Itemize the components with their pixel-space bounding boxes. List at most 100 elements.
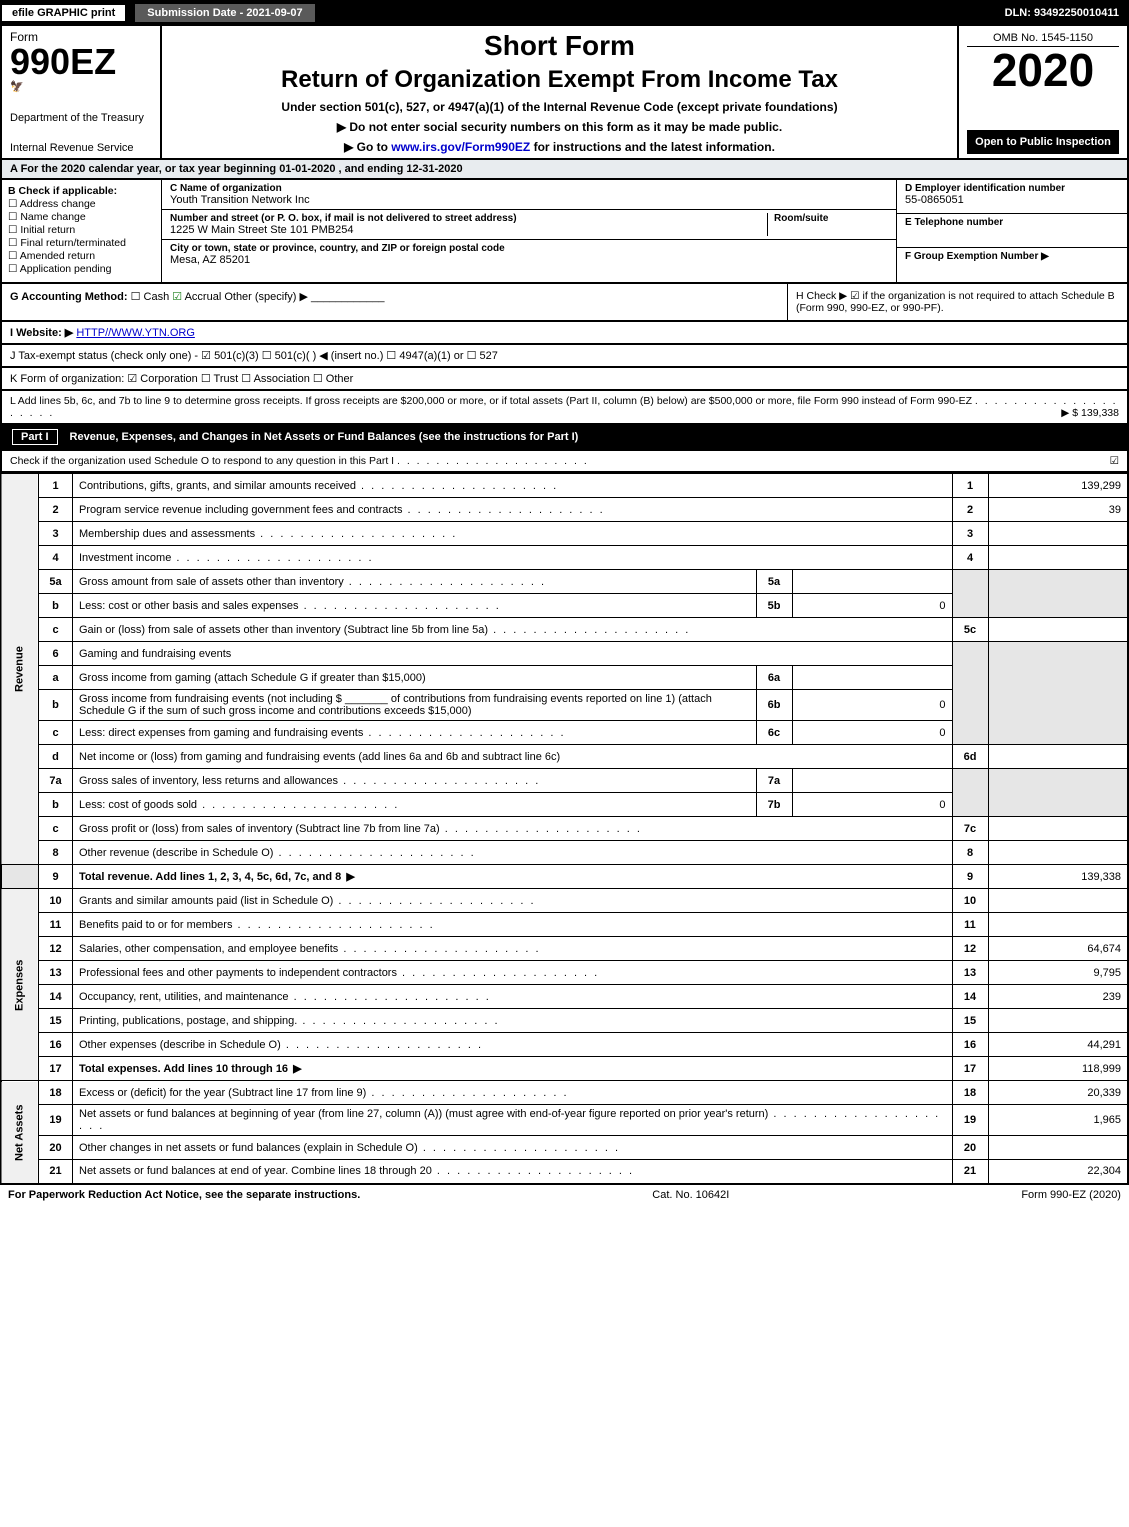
line-6d-desc: Net income or (loss) from gaming and fun…: [73, 745, 953, 769]
form-header: Form 990EZ 🦅 Department of the Treasury …: [0, 26, 1129, 160]
h-text-2: (Form 990, 990-EZ, or 990-PF).: [796, 302, 1119, 314]
table-row: Net Assets 18Excess or (deficit) for the…: [1, 1081, 1128, 1105]
org-name-label: C Name of organization: [170, 183, 888, 194]
city-label: City or town, state or province, country…: [170, 243, 888, 254]
box-b-checklist: B Check if applicable: Address change Na…: [2, 180, 162, 282]
tax-year: 2020: [967, 47, 1119, 93]
part-1-checkbox[interactable]: ☑: [1110, 455, 1119, 467]
dln-label: DLN: 93492250010411: [1005, 7, 1129, 19]
table-row: 6Gaming and fundraising events: [1, 642, 1128, 666]
part-1-check-text: Check if the organization used Schedule …: [10, 455, 394, 467]
check-initial-return[interactable]: Initial return: [8, 224, 155, 236]
line-8-desc: Other revenue (describe in Schedule O): [79, 847, 476, 859]
group-exemption-label: F Group Exemption Number ▶: [905, 251, 1119, 262]
line-13-value: 9,795: [988, 961, 1128, 985]
paperwork-notice: For Paperwork Reduction Act Notice, see …: [8, 1189, 360, 1201]
ein-row: D Employer identification number 55-0865…: [897, 180, 1127, 214]
submission-date-badge: Submission Date - 2021-09-07: [133, 2, 316, 24]
netassets-side-label: Net Assets: [1, 1081, 39, 1184]
table-row: 7aGross sales of inventory, less returns…: [1, 769, 1128, 793]
sub-6c: 6c: [756, 721, 792, 745]
line-7b-subval: 0: [792, 793, 952, 817]
table-row: 14Occupancy, rent, utilities, and mainte…: [1, 985, 1128, 1009]
goto-instructions: ▶ Go to www.irs.gov/Form990EZ for instru…: [170, 140, 949, 154]
line-9-value: 139,338: [988, 865, 1128, 889]
part-1-title: Revenue, Expenses, and Changes in Net As…: [70, 431, 579, 443]
table-row: 2Program service revenue including gover…: [1, 498, 1128, 522]
line-6c-desc: Less: direct expenses from gaming and fu…: [79, 727, 566, 739]
table-row: 8Other revenue (describe in Schedule O) …: [1, 841, 1128, 865]
line-12-desc: Salaries, other compensation, and employ…: [79, 943, 541, 955]
irs-label: Internal Revenue Service: [10, 142, 152, 154]
table-row: 15Printing, publications, postage, and s…: [1, 1009, 1128, 1033]
check-name-change[interactable]: Name change: [8, 211, 155, 223]
sub-5a: 5a: [756, 570, 792, 594]
street-label: Number and street (or P. O. box, if mail…: [170, 213, 761, 224]
part-1-tag: Part I: [12, 429, 58, 445]
line-5c-desc: Gain or (loss) from sale of assets other…: [79, 624, 690, 636]
line-6-desc: Gaming and fundraising events: [73, 642, 953, 666]
seal-icon: 🦅: [10, 80, 152, 93]
line-6b-desc1: Gross income from fundraising events (no…: [79, 693, 342, 705]
table-row: Expenses 10Grants and similar amounts pa…: [1, 889, 1128, 913]
website-link[interactable]: HTTP//WWW.YTN.ORG: [76, 327, 195, 339]
line-6a-desc: Gross income from gaming (attach Schedul…: [73, 666, 757, 690]
catalog-number: Cat. No. 10642I: [652, 1189, 729, 1201]
check-cash[interactable]: Cash: [131, 291, 170, 303]
accounting-method: G Accounting Method: Cash Accrual Other …: [2, 284, 787, 320]
line-3-desc: Membership dues and assessments: [79, 528, 457, 540]
row-l-gross-receipts: L Add lines 5b, 6c, and 7b to line 9 to …: [0, 391, 1129, 425]
line-5a-desc: Gross amount from sale of assets other t…: [79, 576, 546, 588]
dots-filler: [397, 455, 589, 467]
check-final-return[interactable]: Final return/terminated: [8, 237, 155, 249]
check-amended-return[interactable]: Amended return: [8, 250, 155, 262]
row-g-h: G Accounting Method: Cash Accrual Other …: [0, 284, 1129, 322]
table-row: 9Total revenue. Add lines 1, 2, 3, 4, 5c…: [1, 865, 1128, 889]
line-6b-desc: Gross income from fundraising events (no…: [73, 690, 757, 721]
line-number: 1: [39, 474, 73, 498]
h-text-1: H Check ▶ ☑ if the organization is not r…: [796, 290, 1119, 302]
line-7c-desc: Gross profit or (loss) from sales of inv…: [79, 823, 642, 835]
irs-link[interactable]: www.irs.gov/Form990EZ: [391, 140, 530, 154]
check-application-pending[interactable]: Application pending: [8, 263, 155, 275]
under-section-text: Under section 501(c), 527, or 4947(a)(1)…: [170, 100, 949, 114]
form-id-cell: Form 990EZ 🦅 Department of the Treasury …: [2, 26, 162, 158]
g-label: G Accounting Method:: [10, 291, 128, 303]
omb-year-cell: OMB No. 1545-1150 2020 Open to Public In…: [957, 26, 1127, 158]
line-11-desc: Benefits paid to or for members: [79, 919, 435, 931]
city-value: Mesa, AZ 85201: [170, 254, 888, 266]
line-6c-subval: 0: [792, 721, 952, 745]
street-row: Number and street (or P. O. box, if mail…: [162, 210, 896, 240]
line-5b-desc: Less: cost or other basis and sales expe…: [79, 600, 501, 612]
box-d-e-f: D Employer identification number 55-0865…: [897, 180, 1127, 282]
revenue-side-label: Revenue: [1, 474, 39, 865]
form-ref: Form 990-EZ (2020): [1021, 1189, 1121, 1201]
group-exemption-row: F Group Exemption Number ▶: [897, 248, 1127, 282]
line-19-desc: Net assets or fund balances at beginning…: [79, 1108, 940, 1132]
ein-label: D Employer identification number: [905, 183, 1119, 194]
line-16-desc: Other expenses (describe in Schedule O): [79, 1039, 483, 1051]
table-row: 21Net assets or fund balances at end of …: [1, 1160, 1128, 1184]
title-cell: Short Form Return of Organization Exempt…: [162, 26, 957, 158]
line-7b-desc: Less: cost of goods sold: [79, 799, 399, 811]
table-row: 12Salaries, other compensation, and empl…: [1, 937, 1128, 961]
short-form-title: Short Form: [170, 30, 949, 62]
check-address-change[interactable]: Address change: [8, 198, 155, 210]
part-1-header: Part I Revenue, Expenses, and Changes in…: [0, 425, 1129, 451]
line-15-desc: Printing, publications, postage, and shi…: [79, 1015, 500, 1027]
row-a-tax-year: A For the 2020 calendar year, or tax yea…: [0, 160, 1129, 180]
ein-value: 55-0865051: [905, 194, 1119, 206]
check-accrual[interactable]: Accrual: [172, 291, 221, 303]
box-c-org: C Name of organization Youth Transition …: [162, 180, 897, 282]
row-l-text: L Add lines 5b, 6c, and 7b to line 9 to …: [10, 395, 972, 407]
page-footer: For Paperwork Reduction Act Notice, see …: [0, 1185, 1129, 1205]
sub-6b: 6b: [756, 690, 792, 721]
row-i-website: I Website: ▶ HTTP//WWW.YTN.ORG: [0, 322, 1129, 345]
line-2-desc: Program service revenue including govern…: [79, 504, 605, 516]
org-name: Youth Transition Network Inc: [170, 194, 888, 206]
department-label: Department of the Treasury: [10, 112, 152, 124]
efile-print-button[interactable]: efile GRAPHIC print: [0, 3, 127, 23]
line-5b-subval: 0: [792, 594, 952, 618]
line-21-value: 22,304: [988, 1160, 1128, 1184]
sub-5b: 5b: [756, 594, 792, 618]
